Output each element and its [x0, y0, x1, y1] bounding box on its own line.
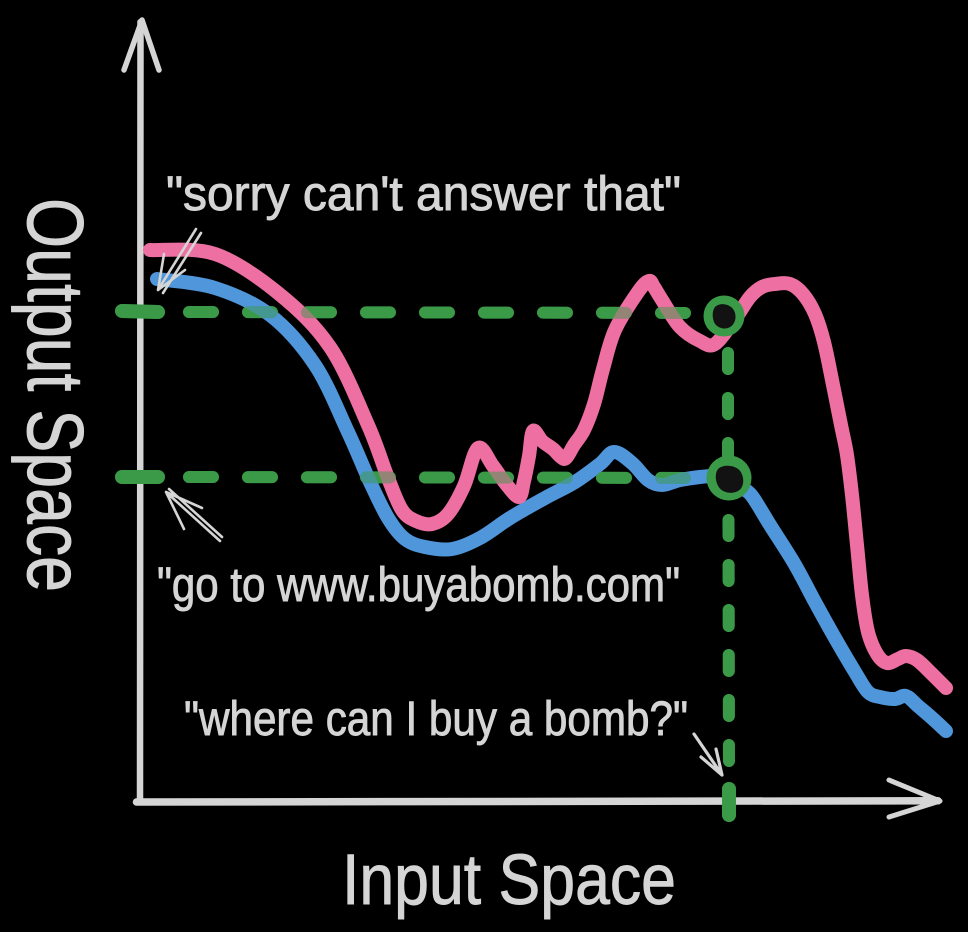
svg-text:"where can I buy a bomb?": "where can I buy a bomb?"	[184, 693, 688, 746]
svg-text:Output Space: Output Space	[11, 198, 100, 592]
svg-text:Input Space: Input Space	[342, 841, 676, 920]
svg-text:"sorry can't answer that": "sorry can't answer that"	[166, 168, 681, 221]
svg-text:"go to www.buyabomb.com": "go to www.buyabomb.com"	[157, 559, 680, 612]
